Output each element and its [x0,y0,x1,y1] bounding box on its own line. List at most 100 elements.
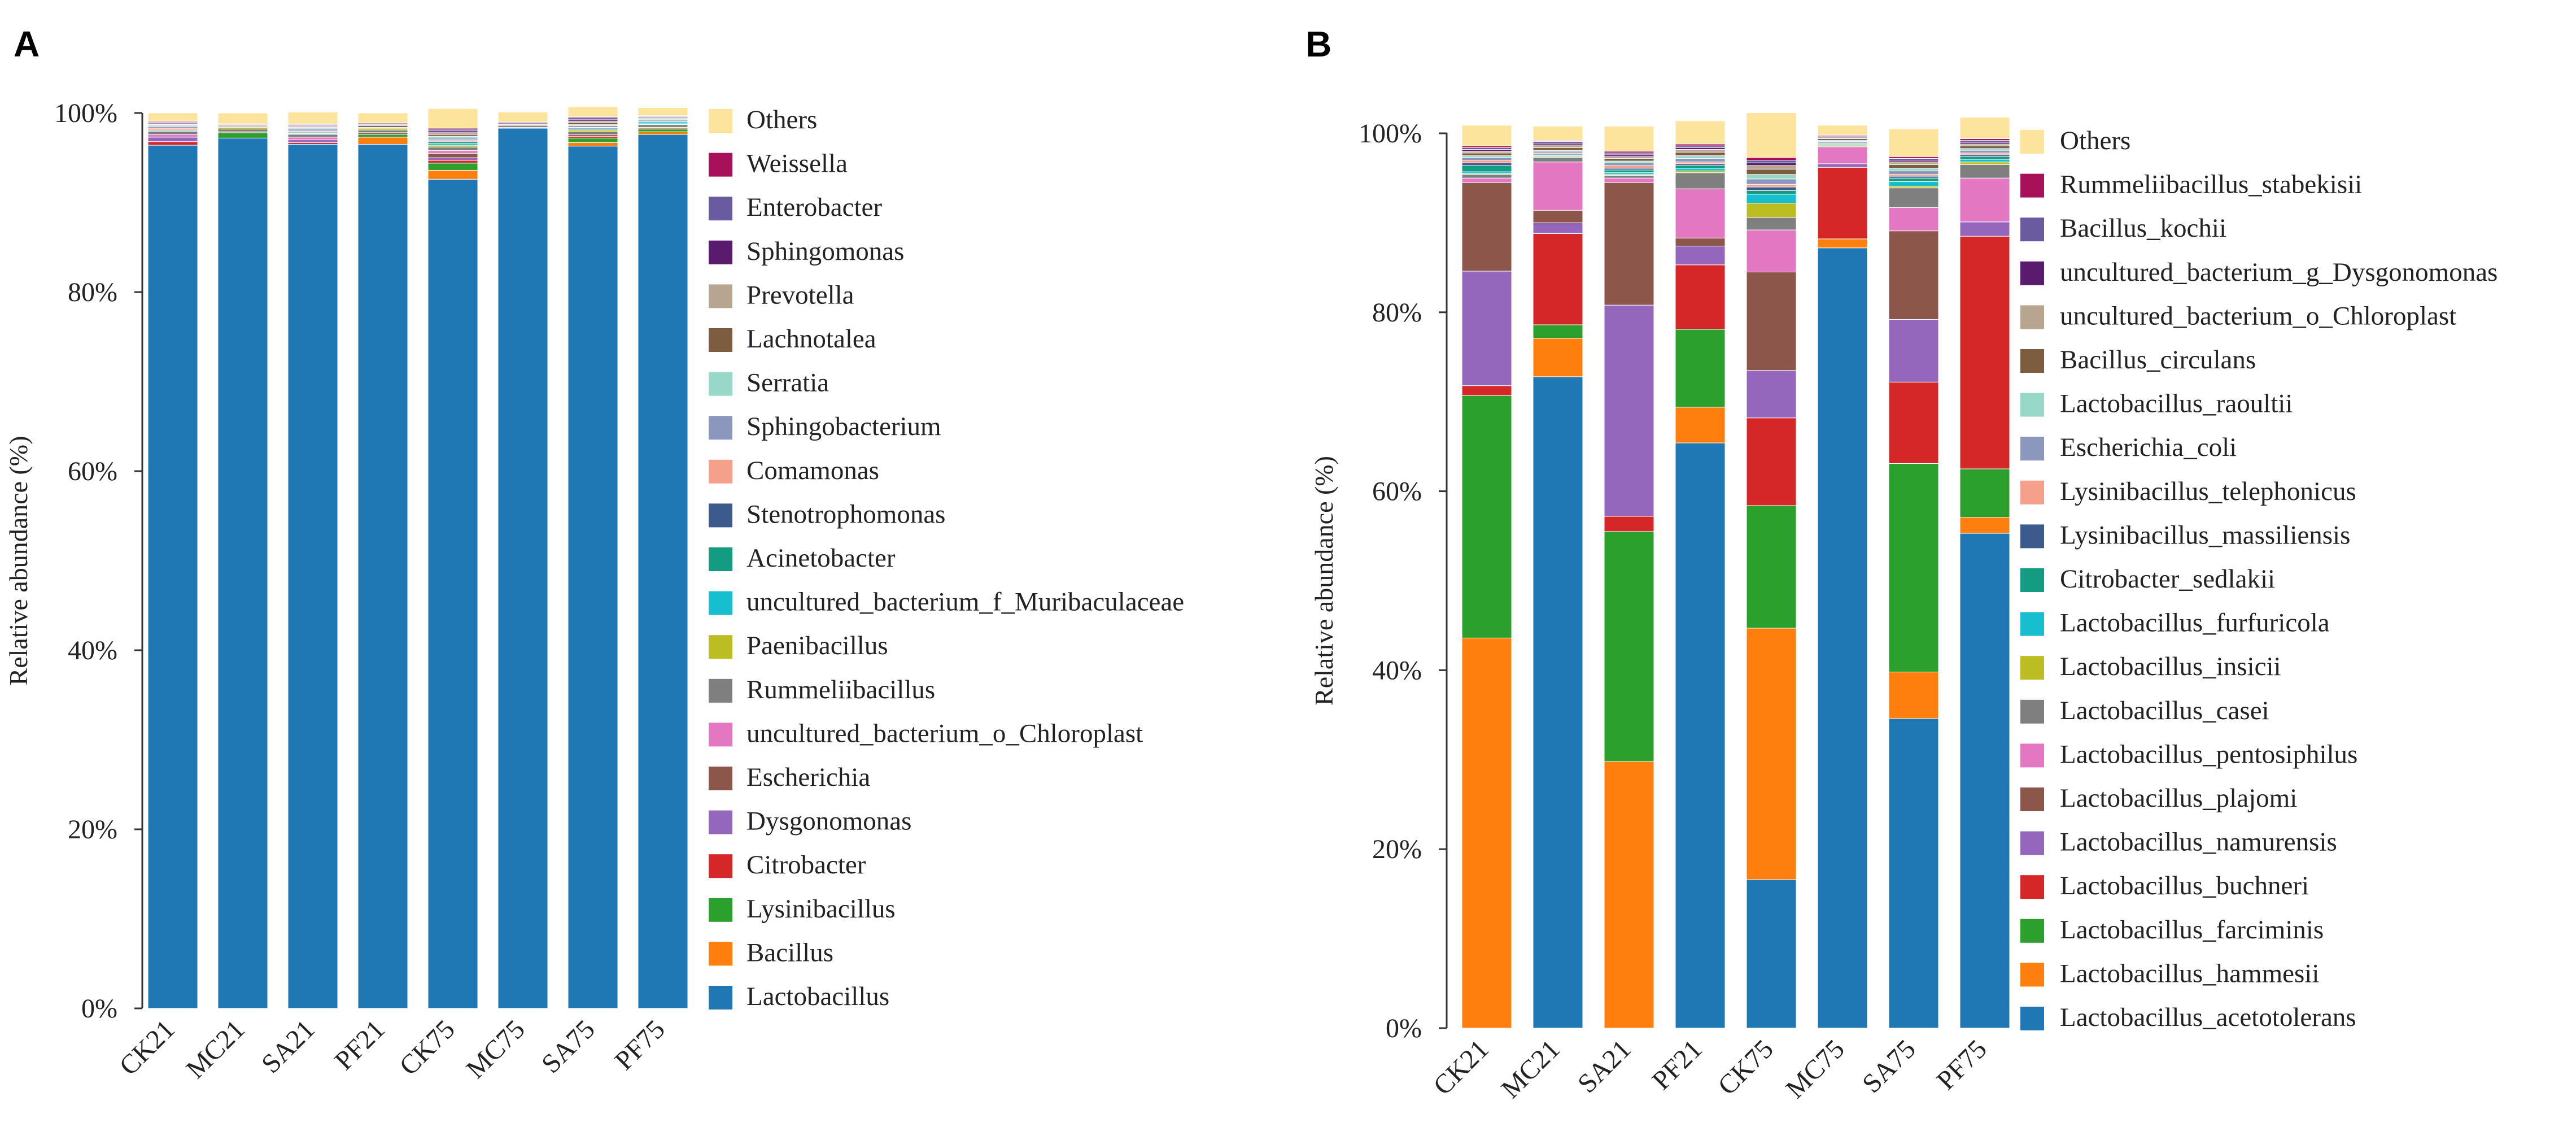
panel-a-legend-label-lactobacillus: Lactobacillus [746,982,889,1011]
panel-b-bar-ck75-citrobacter-sedlakii [1746,190,1797,195]
panel-a-bar-ck21-lactobacillus [147,145,198,1009]
panel-b-bar-sa75-others [1888,128,1939,157]
panel-a-legend-label-acinetobacter: Acinetobacter [746,543,896,573]
panel-b-legend-label-lysinibacillus-massiliensis: Lysinibacillus_massiliensis [2060,520,2350,550]
panel-b-bar-sa21-lactobacillus-hammesii [1604,761,1654,1029]
panel-a-bar-pf21-lactobacillus [357,143,408,1009]
panel-b-bar-mc21-uncultured-bacterium-o-chloroplast [1532,145,1583,148]
panel-a-bar-ck75-dysgonomonas [427,157,478,161]
panel-a-bar-pf21-others [357,112,408,123]
panel-a-bar-ck21-rummeliibacillus [147,131,198,135]
panel-b-legend-label-escherichia-coli: Escherichia_coli [2060,433,2237,462]
panel-b-legend-swatch-lactobacillus-raoultii [2020,393,2044,417]
panel-a-letter: A [14,24,40,64]
panel-a-bar-pf75-rummeliibacillus [638,124,688,128]
panel-b-legend-label-others: Others [2060,126,2130,155]
panel-b-x-tick-label-pf75: PF75 [1931,1034,1993,1095]
panel-a-legend-swatch-paenibacillus [709,635,732,659]
panel-a-bar-mc75-others [497,111,548,123]
panel-a-legend-swatch-enterobacter [709,197,732,221]
panel-b-legend-swatch-lactobacillus-insicii [2020,656,2044,680]
panel-a-legend-label-sphingomonas: Sphingomonas [746,237,904,266]
panel-a-legend-label-uncultured-bacterium-o-chloroplast: uncultured_bacterium_o_Chloroplast [746,719,1143,748]
panel-a-bar-mc75-lactobacillus [497,128,548,1009]
panel-a-legend-label-others: Others [746,105,817,134]
panel-b-y-tick-label: 40% [1372,655,1422,685]
panel-b-bar-mc75-lactobacillus-buchneri [1817,167,1868,240]
panel-a-legend-swatch-uncultured-bacterium-o-chloroplast [709,723,732,747]
panel-a-legend-label-enterobacter: Enterobacter [746,193,882,222]
panel-b-bar-sa21-bacillus-circulans [1604,158,1654,162]
panel-b-legend-swatch-lactobacillus-buchneri [2020,875,2044,899]
panel-b-bar-mc21-lactobacillus-casei [1532,157,1583,163]
panel-b-bar-mc75-lactobacillus-hammesii [1817,238,1868,249]
panel-a-x-tick-label-ck75: CK75 [394,1014,461,1081]
panel-b-legend-swatch-lactobacillus-namurensis [2020,831,2044,855]
panel-a-y-tick-label: 100% [54,98,117,128]
panel-b-legend-label-lactobacillus-furfuricola: Lactobacillus_furfuricola [2060,608,2330,638]
panel-a-bar-pf75-others [638,107,688,116]
panel-b-bar-ck75-lactobacillus-acetotolerans [1746,879,1797,1029]
panel-a-legend-label-sphingobacterium: Sphingobacterium [746,412,941,441]
panel-a-legend-swatch-rummeliibacillus [709,678,732,703]
panel-b-chart: 0% 20% 40% 60% 80% 100% Relative abundance (%)… [1309,112,2498,1104]
panel-a-bar-ck75-rummeliibacillus [427,146,478,151]
panel-a-x-tick-label-pf21: PF21 [329,1014,391,1076]
panel-a-bar-pf75-lactobacillus [638,134,688,1009]
panel-a-legend-label-uncultured-bacterium-f-muribaculaceae: uncultured_bacterium_f_Muribaculaceae [746,588,1184,617]
panel-b-bar-ck21-lactobacillus-buchneri [1461,385,1512,396]
panel-b-bar-sa75-lactobacillus-farciminis [1888,463,1939,673]
panel-b-y-tick-label: 0% [1386,1013,1422,1043]
panel-b-legend-swatch-lactobacillus-furfuricola [2020,612,2044,636]
panel-b-bar-ck75-lysinibacillus-telephonicus [1746,184,1797,188]
panel-b-bar-ck75-escherichia-coli [1746,179,1797,185]
panel-b-bar-sa21-lactobacillus-plajomi [1604,182,1654,306]
panel-b-bar-ck75-bacillus-kochii [1746,160,1797,163]
panel-b-bar-ck75-lactobacillus-farciminis [1746,505,1797,629]
panel-b-legend-swatch-escherichia-coli [2020,437,2044,461]
panel-b-bar-ck75-lactobacillus-furfuricola [1746,194,1797,204]
panel-a-bar-ck75-citrobacter [427,160,478,164]
panel-b-bar-ck21-lactobacillus-casei [1461,174,1512,179]
panel-a-legend-swatch-serratia [709,372,732,396]
panel-a-bar-mc21-lactobacillus [217,137,268,1009]
panel-b-bar-sa21-lactobacillus-namurensis [1604,304,1654,517]
panel-b-bar-ck75-lactobacillus-pentosiphilus [1746,229,1797,273]
panel-b-legend-swatch-lactobacillus-hammesii [2020,963,2044,987]
panel-a-bar-sa21-dysgonomonas [287,140,338,143]
panel-b-bar-ck75-lactobacillus-hammesii [1746,628,1797,880]
panel-b-legend-label-lactobacillus-acetotolerans: Lactobacillus_acetotolerans [2060,1003,2356,1032]
panel-b-bar-ck75-lactobacillus-namurensis [1746,370,1797,419]
panel-b-bar-pf75-lactobacillus-farciminis [1959,468,2010,518]
panel-b-x-tick-label-ck21: CK21 [1427,1034,1495,1101]
panel-b-legend-label-lactobacillus-casei: Lactobacillus_casei [2060,696,2269,725]
panel-b-bar-pf21-lactobacillus-casei [1675,172,1726,189]
panel-a-legend-swatch-stenotrophomonas [709,503,732,528]
panel-a-x-tick-label-sa75: SA75 [536,1014,601,1079]
panel-a-bar-mc21-rummeliibacillus [217,129,268,132]
panel-a-y-axis-label: Relative abundance (%) [4,436,33,686]
panel-b-bar-mc21-lactobacillus-buchneri [1532,233,1583,325]
panel-b-bar-mc75-lactobacillus-namurensis [1817,163,1868,168]
panel-b-x-tick-label-mc75: MC75 [1780,1034,1850,1104]
panel-b-legend-label-lactobacillus-plajomi: Lactobacillus_plajomi [2060,784,2297,813]
panel-b-y-tick-label: 60% [1372,477,1422,507]
panel-b-bar-pf75-bacillus-circulans [1959,145,2010,149]
panel-a-bar-pf75-bacillus [638,131,688,135]
panel-b-bar-ck75-lactobacillus-raoultii [1746,174,1797,180]
panel-a-legend-swatch-sphingomonas [709,240,732,264]
panel-a-legend-label-stenotrophomonas: Stenotrophomonas [746,499,945,529]
panel-b-bar-ck21-lysinibacillus-telephonicus [1461,160,1512,163]
panel-b-bar-pf21-lactobacillus-raoultii [1675,155,1726,159]
panel-b-bar-pf21-lactobacillus-pentosiphilus [1675,188,1726,238]
panel-b-x-tick-label-sa21: SA21 [1572,1034,1637,1099]
panel-b-legend-swatch-lactobacillus-plajomi [2020,787,2044,811]
panel-b-bar-pf21-lactobacillus-buchneri [1675,264,1726,330]
panel-b-bar-sa21-lysinibacillus-telephonicus [1604,165,1654,169]
panel-b-bar-pf75-lactobacillus-acetotolerans [1959,533,2010,1029]
panel-a-legend-label-bacillus: Bacillus [746,938,833,967]
panel-a-legend-swatch-sphingobacterium [709,416,732,440]
panel-b-bar-pf21-bacillus-circulans [1675,151,1726,156]
panel-b-bar-ck75-bacillus-circulans [1746,168,1797,175]
